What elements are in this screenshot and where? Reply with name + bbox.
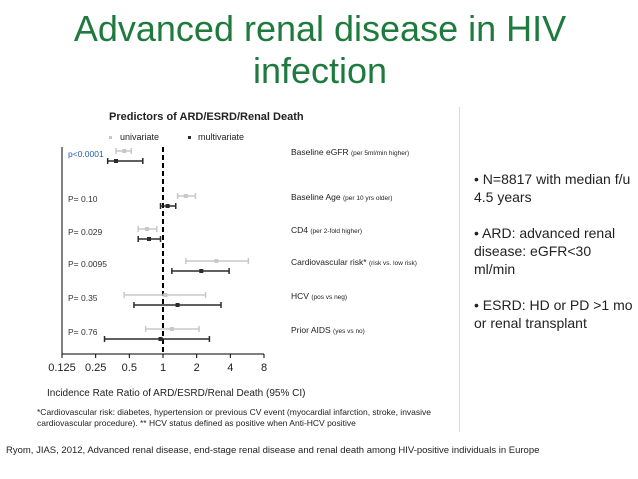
p-value-label: p<0.0001 xyxy=(68,149,104,159)
chart-title: Predictors of ARD/ESRD/Renal Death xyxy=(109,111,304,123)
p-value-label: P= 0.76 xyxy=(68,327,98,337)
x-tick-label: 8 xyxy=(261,362,267,374)
predictor-label: Prior AIDS (yes vs no) xyxy=(291,325,365,335)
x-tick-label: 2 xyxy=(194,362,200,374)
x-tick-label: 0.25 xyxy=(85,362,106,374)
predictor-note: (per 2-fold higher) xyxy=(310,228,362,235)
footnote-line1: *Cardiovascular risk: diabetes, hyperten… xyxy=(37,407,432,417)
predictor-name: HCV xyxy=(291,291,311,301)
footnote-line2: cardiovascular procedure). ** HCV status… xyxy=(37,418,356,428)
x-tick-label: 0.5 xyxy=(122,362,137,374)
multivariate-point xyxy=(175,303,180,307)
univariate-point xyxy=(183,194,188,198)
p-value-label: P= 0.0095 xyxy=(68,259,107,269)
predictor-label: HCV (pos vs neg) xyxy=(291,291,347,301)
slide-title-line2: infection xyxy=(252,50,388,91)
bullet-sample-size: • N=8817 with median f/u 4.5 years xyxy=(474,171,631,205)
bullet-ard-definition: • ARD: advanced renal disease: eGFR<30 m… xyxy=(474,225,616,277)
univariate-point xyxy=(169,327,174,331)
predictor-name: Cardiovascular risk* xyxy=(291,257,369,267)
univariate-point xyxy=(122,149,127,153)
multivariate-point xyxy=(158,337,163,341)
univariate-point xyxy=(163,293,168,297)
predictor-note: (per 5ml/min higher) xyxy=(351,150,409,157)
predictor-note: (per 10 yrs older) xyxy=(343,195,393,202)
legend-univariate-label: univariate xyxy=(120,132,159,142)
bullet-list: • N=8817 with median f/u 4.5 years • ARD… xyxy=(474,170,634,350)
p-value-label: P= 0.10 xyxy=(68,194,98,204)
predictor-note: (pos vs neg) xyxy=(311,294,347,301)
predictor-label: Baseline eGFR (per 5ml/min higher) xyxy=(291,147,409,157)
x-axis-label: Incidence Rate Ratio of ARD/ESRD/Renal D… xyxy=(47,388,305,399)
predictor-label: Cardiovascular risk* (risk vs. low risk) xyxy=(291,257,417,267)
forest-plot-figure: Predictors of ARD/ESRD/Renal Death univar… xyxy=(37,107,460,432)
legend-multivariate-marker xyxy=(188,136,191,139)
p-value-label: P= 0.029 xyxy=(68,227,103,237)
forest-plot: Predictors of ARD/ESRD/Renal Death univar… xyxy=(47,111,417,399)
predictor-note: (yes vs no) xyxy=(333,328,365,335)
predictor-name: Baseline eGFR xyxy=(291,147,351,157)
predictor-label: Baseline Age (per 10 yrs older) xyxy=(291,192,392,202)
legend-univariate-marker xyxy=(109,136,112,139)
predictor-note: (risk vs. low risk) xyxy=(369,260,417,267)
univariate-point xyxy=(145,227,150,231)
predictor-name: CD4 xyxy=(291,225,310,235)
multivariate-point xyxy=(114,159,119,163)
univariate-point xyxy=(214,259,219,263)
predictor-label: CD4 (per 2-fold higher) xyxy=(291,225,362,235)
x-tick-label: 4 xyxy=(227,362,233,374)
predictor-name: Baseline Age xyxy=(291,192,343,202)
bullet-esrd-definition: • ESRD: HD or PD >1 mo or renal transpla… xyxy=(474,297,633,331)
citation: Ryom, JIAS, 2012, Advanced renal disease… xyxy=(6,445,540,456)
predictor-name: Prior AIDS xyxy=(291,325,333,335)
x-tick-label: 0.125 xyxy=(48,362,76,374)
p-value-label: P= 0.35 xyxy=(68,293,98,303)
slide-title: Advanced renal disease in HIV infection xyxy=(40,8,600,92)
multivariate-point xyxy=(147,237,152,241)
x-tick-label: 1 xyxy=(160,362,166,374)
legend-multivariate-label: multivariate xyxy=(198,132,244,142)
multivariate-point xyxy=(199,269,204,273)
figure-footnote: *Cardiovascular risk: diabetes, hyperten… xyxy=(37,407,457,429)
multivariate-point xyxy=(165,204,170,208)
slide-title-line1: Advanced renal disease in HIV xyxy=(73,8,567,49)
